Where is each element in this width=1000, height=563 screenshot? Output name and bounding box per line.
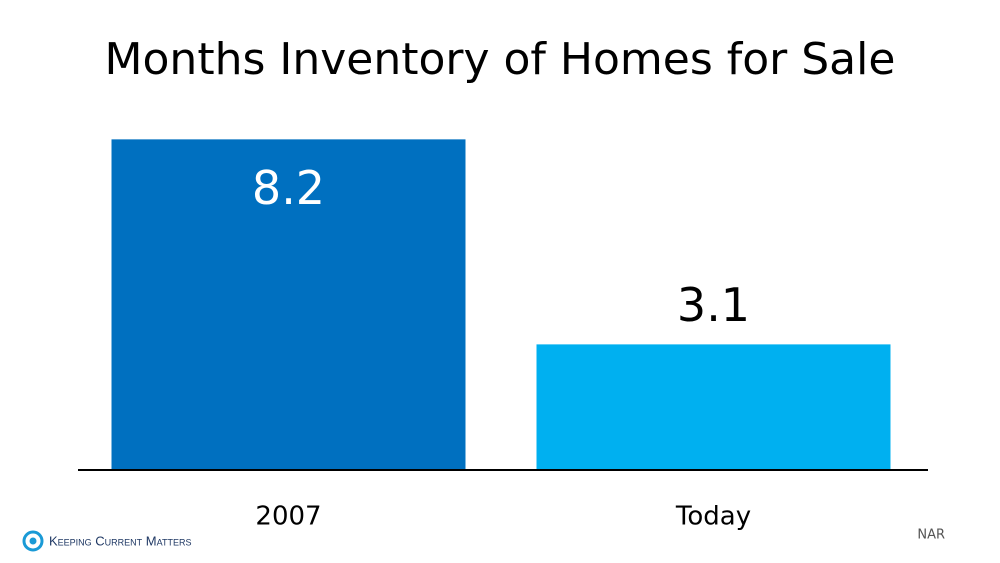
source: NAR	[917, 528, 945, 543]
bar	[111, 139, 466, 470]
logo-icon	[22, 530, 44, 552]
value-label: 3.1	[677, 278, 750, 332]
value-label: 8.2	[252, 161, 325, 215]
x-tick-label: Today	[675, 502, 751, 532]
logo: Keeping Current Matters	[22, 530, 191, 552]
x-tick-label: 2007	[255, 502, 321, 532]
bar	[536, 344, 891, 469]
chart-title: Months Inventory of Homes for Sale	[105, 34, 896, 85]
logo-text: Keeping Current Matters	[49, 533, 191, 548]
logo-icon-core	[29, 537, 37, 545]
